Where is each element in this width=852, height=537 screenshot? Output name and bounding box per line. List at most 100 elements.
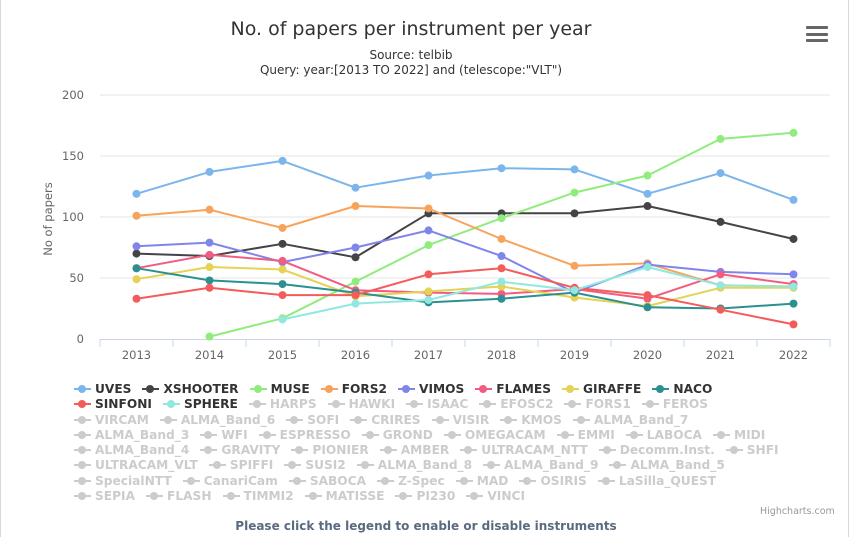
legend-symbol-icon: [725, 445, 743, 455]
legend-item-emmi[interactable]: EMMI: [556, 428, 615, 443]
legend-item-giraffe[interactable]: GIRAFFE: [562, 382, 641, 397]
legend-item-matisse[interactable]: MATISSE: [304, 489, 384, 504]
data-point-uves: [643, 189, 652, 198]
highcharts-credit-link[interactable]: Highcharts.com: [760, 506, 835, 517]
legend-item-laboca[interactable]: LABOCA: [625, 428, 702, 443]
legend-item-visir[interactable]: VISIR: [431, 413, 489, 428]
data-point-fors2: [351, 202, 360, 211]
legend-item-label: ALMA_Band_5: [630, 458, 725, 473]
legend-item-omegacam[interactable]: OMEGACAM: [443, 428, 546, 443]
legend-item-sepia[interactable]: SEPIA: [74, 489, 135, 504]
legend-item-osiris[interactable]: OSIRIS: [519, 473, 587, 489]
data-point-uves: [789, 195, 798, 204]
legend-item-crires[interactable]: CRIRES: [350, 413, 421, 428]
legend-item-label: PIONIER: [312, 443, 369, 458]
legend-symbol-icon: [162, 399, 180, 409]
legend-item-saboca[interactable]: SABOCA: [288, 473, 367, 489]
series-line-sinfoni: [136, 267, 794, 326]
legend-item-espresso[interactable]: ESPRESSO: [258, 428, 351, 443]
legend-item-susi2[interactable]: SUSI2: [284, 458, 346, 473]
legend-item-feros[interactable]: FEROS: [641, 397, 709, 412]
legend-item-spiffi[interactable]: SPIFFI: [208, 458, 273, 473]
data-point-xshooter: [278, 239, 287, 248]
legend-item-amber[interactable]: AMBER: [379, 443, 450, 458]
legend-symbol-icon: [652, 384, 670, 394]
legend-item-canaricam[interactable]: CanariCam: [182, 474, 278, 489]
data-point-fors2: [497, 234, 506, 243]
legend-item-decomm.inst.[interactable]: Decomm.Inst.: [598, 443, 715, 458]
legend-item-pionier[interactable]: PIONIER: [291, 443, 369, 458]
x-tick-label: 2017: [414, 348, 443, 362]
legend-item-label: EFOSC2: [500, 397, 554, 412]
legend-item-alma_band_8[interactable]: ALMA_Band_8: [356, 458, 472, 473]
legend-item-alma_band_6[interactable]: ALMA_Band_6: [159, 413, 275, 428]
legend-item-vinci[interactable]: VINCI: [466, 489, 525, 504]
data-point-muse: [424, 241, 433, 250]
legend-item-specialntt[interactable]: SpecialNTT: [74, 474, 172, 489]
legend-item-naco[interactable]: NACO: [652, 382, 712, 397]
legend-item-lasilla_quest[interactable]: LaSilla_QUEST: [597, 474, 716, 489]
legend-item-sofi[interactable]: SOFI: [286, 413, 339, 428]
chart-menu-button[interactable]: [806, 26, 828, 44]
legend-item-fors1[interactable]: FORS1: [564, 397, 631, 412]
legend-item-label: SINFONI: [95, 397, 152, 412]
legend-item-harps[interactable]: HARPS: [248, 397, 317, 412]
legend-item-sphere[interactable]: SPHERE: [162, 397, 238, 412]
legend-item-mad[interactable]: MAD: [455, 474, 508, 489]
legend-item-uves[interactable]: UVES: [74, 382, 131, 397]
legend-item-isaac[interactable]: ISAAC: [406, 397, 468, 412]
data-point-sinfoni: [351, 291, 360, 300]
legend-symbol-icon: [598, 445, 616, 455]
legend-symbol-icon: [258, 430, 276, 440]
legend-item-xshooter[interactable]: XSHOOTER: [142, 382, 239, 397]
legend-symbol-icon: [284, 460, 302, 470]
data-point-uves: [716, 169, 725, 178]
legend-item-alma_band_3[interactable]: ALMA_Band_3: [74, 428, 189, 443]
legend-item-vimos[interactable]: VIMOS: [398, 382, 464, 397]
legend-item-shfi[interactable]: SHFI: [725, 443, 779, 458]
legend-item-ultracam_vlt[interactable]: ULTRACAM_VLT: [74, 458, 198, 473]
legend-symbol-icon: [398, 384, 416, 394]
legend-item-fors2[interactable]: FORS2: [320, 382, 387, 397]
legend-item-flames[interactable]: FLAMES: [475, 382, 551, 397]
legend-item-label: FLAMES: [496, 382, 552, 396]
legend-item-label: Decomm.Inst.: [619, 443, 715, 458]
legend-item-alma_band_5[interactable]: ALMA_Band_5: [609, 458, 725, 473]
legend-symbol-icon: [406, 399, 424, 409]
legend-item-alma_band_9[interactable]: ALMA_Band_9: [483, 458, 598, 473]
legend-item-label: AMBER: [400, 443, 450, 458]
legend-item-wfi[interactable]: WFI: [200, 427, 248, 443]
legend-item-label: WFI: [221, 427, 248, 442]
legend-item-flash[interactable]: FLASH: [146, 489, 212, 504]
legend-symbol-icon: [443, 430, 461, 440]
legend-item-alma_band_7[interactable]: ALMA_Band_7: [572, 413, 688, 428]
chart-subtitle-query: Query: year:[2013 TO 2022] and (telescop…: [259, 63, 563, 77]
legend-row: VIRCAM ALMA_Band_6 SOFI CRIRES VISIR KMOS ALMA…: [74, 409, 834, 427]
legend-item-kmos[interactable]: KMOS: [500, 413, 562, 428]
legend-item-ultracam_ntt[interactable]: ULTRACAM_NTT: [460, 443, 588, 458]
legend-item-hawki[interactable]: HAWKI: [327, 397, 395, 412]
legend-item-grond[interactable]: GROND: [361, 428, 433, 443]
legend-symbol-icon: [479, 399, 497, 409]
legend-item-gravity[interactable]: GRAVITY: [200, 443, 280, 458]
data-point-naco: [205, 276, 214, 285]
legend-symbol-icon: [500, 415, 518, 425]
legend-item-efosc2[interactable]: EFOSC2: [479, 397, 553, 412]
legend-item-muse[interactable]: MUSE: [249, 382, 310, 397]
legend-item-sinfoni[interactable]: SINFONI: [74, 397, 152, 412]
data-point-sphere: [278, 315, 287, 324]
legend-symbol-icon: [159, 415, 177, 425]
legend-item-midi[interactable]: MIDI: [712, 428, 765, 443]
legend-item-vircam[interactable]: VIRCAM: [74, 413, 149, 428]
legend-symbol-icon: [249, 384, 267, 394]
legend-item-label: SUSI2: [305, 458, 346, 473]
legend-item-label: FEROS: [662, 397, 709, 412]
legend-item-label: SABOCA: [309, 473, 367, 488]
chart-legend: UVES XSHOOTER MUSE FORS2 VIMOS FLAMES GIRAFFE N…: [74, 378, 834, 503]
legend-item-timmi2[interactable]: TIMMI2: [222, 489, 294, 504]
legend-item-label: OSIRIS: [540, 473, 587, 488]
legend-item-pi230[interactable]: PI230: [395, 489, 455, 504]
x-tick-label: 2021: [706, 348, 735, 362]
legend-item-z-spec[interactable]: Z-Spec: [377, 474, 445, 489]
legend-item-alma_band_4[interactable]: ALMA_Band_4: [74, 443, 189, 458]
